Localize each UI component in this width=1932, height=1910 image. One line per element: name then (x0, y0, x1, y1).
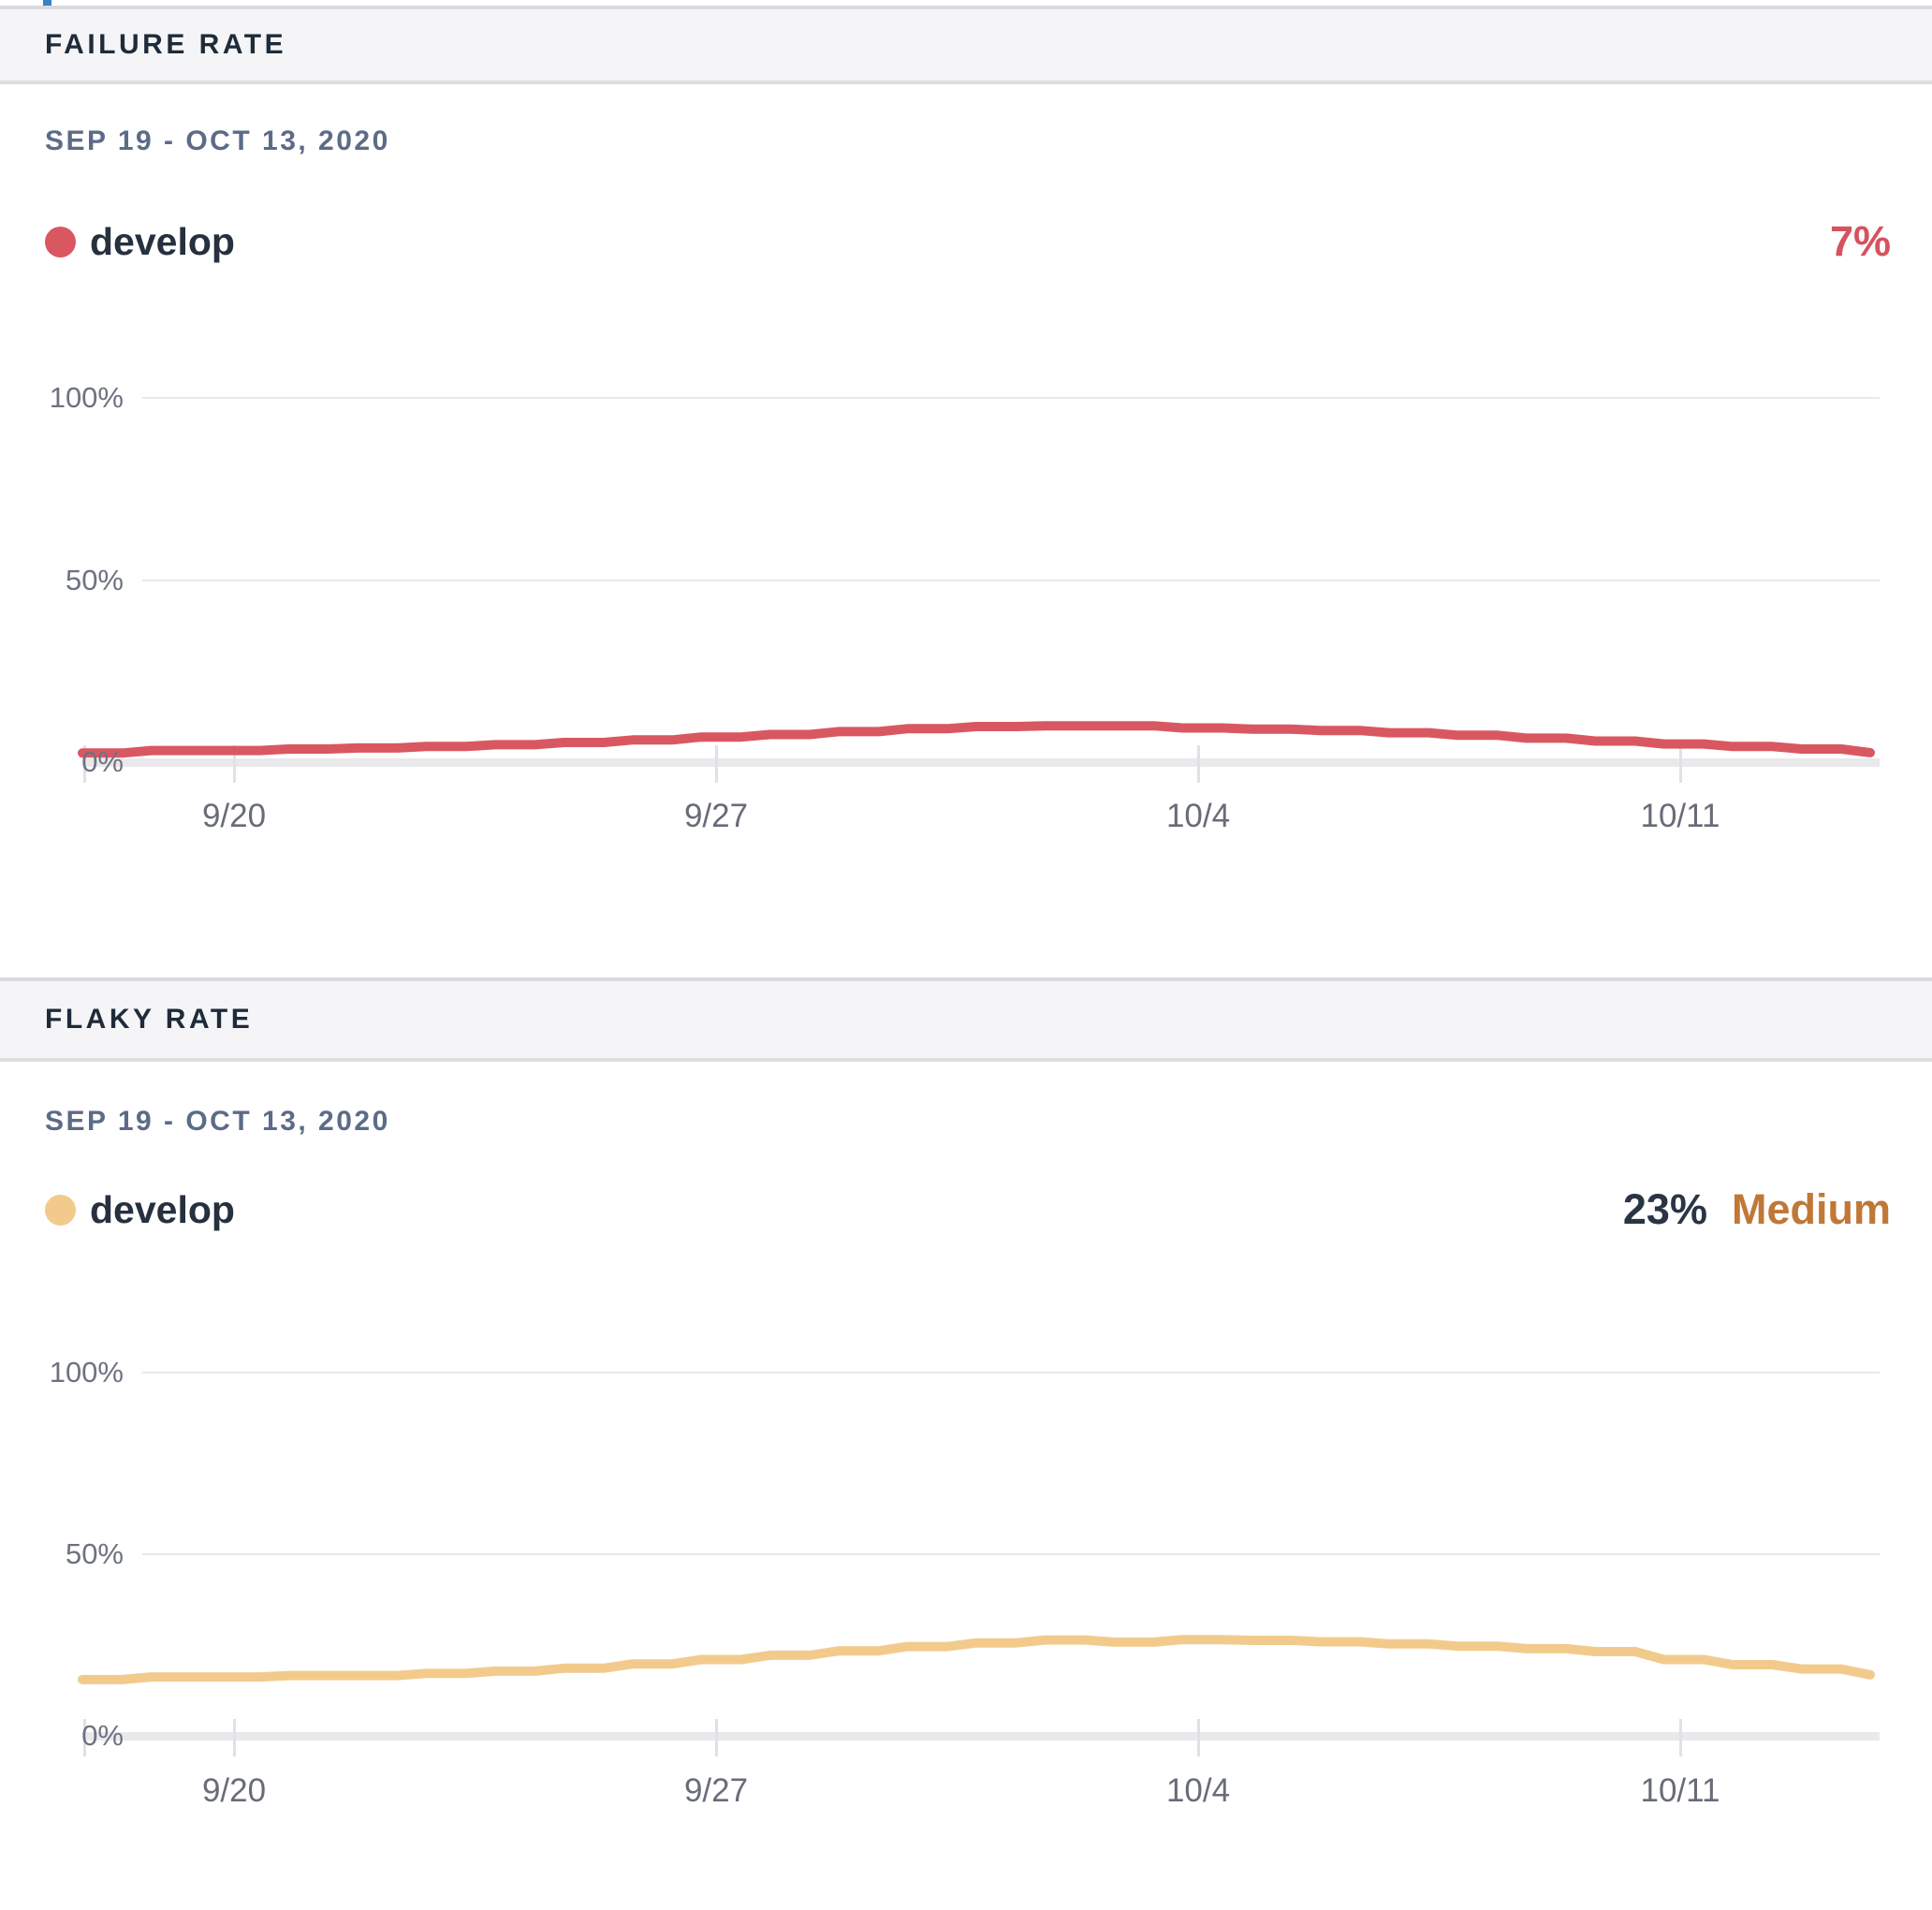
flaky-date-range: SEP 19 - OCT 13, 2020 (45, 1106, 390, 1137)
top-edge-blue-fragment (43, 0, 51, 6)
failure-legend-row: develop 7% (45, 215, 1891, 268)
flaky-ytick-0: 0% (81, 1719, 124, 1752)
flaky-rate-value: 23% (1622, 1185, 1707, 1233)
failure-rate-chart-area[interactable] (80, 356, 1881, 782)
failure-xtick-2: 9/27 (683, 798, 749, 834)
flaky-ytick-50: 50% (65, 1537, 124, 1570)
flaky-series-dot (45, 1194, 76, 1226)
failure-branch-label: develop (90, 219, 235, 263)
flaky-rate-section-header: FLAKY RATE (0, 977, 1932, 1062)
flaky-legend-row: develop 23% Medium (45, 1183, 1891, 1236)
failure-ytick-100: 100% (49, 381, 124, 414)
failure-ytick-50: 50% (65, 564, 124, 596)
flaky-ytick-100: 100% (49, 1356, 124, 1388)
failure-ytick-0: 0% (81, 745, 124, 778)
failure-rate-title: FAILURE RATE (45, 29, 287, 60)
flaky-rate-severity-badge: Medium (1731, 1185, 1891, 1233)
flaky-branch-label: develop (90, 1187, 235, 1231)
failure-rate-value: 7% (1829, 217, 1891, 265)
flaky-xtick-1: 9/20 (201, 1772, 267, 1809)
failure-xtick-3: 10/4 (1165, 798, 1231, 834)
failure-rate-section-header: FAILURE RATE (0, 6, 1932, 84)
failure-xtick-4: 10/11 (1640, 798, 1720, 834)
flaky-xtick-3: 10/4 (1165, 1772, 1231, 1809)
flaky-rate-chart-area[interactable] (80, 1330, 1881, 1756)
failure-xtick-1: 9/20 (201, 798, 267, 834)
failure-series-dot (45, 226, 76, 257)
failure-date-range: SEP 19 - OCT 13, 2020 (45, 125, 390, 156)
flaky-rate-title: FLAKY RATE (45, 1004, 254, 1035)
flaky-xtick-2: 9/27 (683, 1772, 749, 1809)
flaky-xtick-4: 10/11 (1640, 1772, 1720, 1809)
